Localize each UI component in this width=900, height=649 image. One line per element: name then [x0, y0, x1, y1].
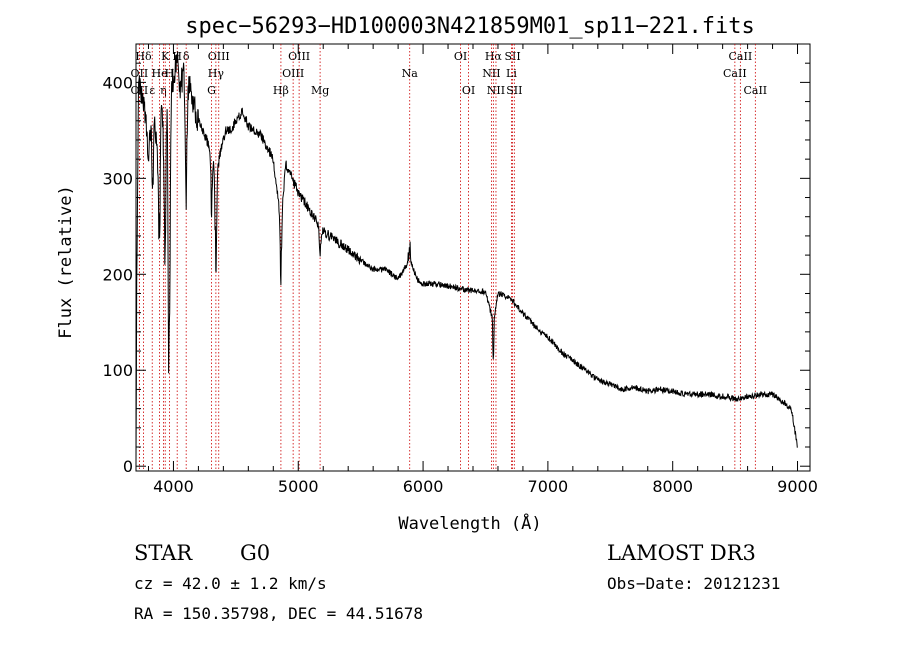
line-label-0: Hδ — [135, 50, 152, 63]
x-tick-label-5000: 5000 — [278, 477, 319, 496]
line-label-14: OIII — [282, 67, 304, 80]
line-label-18: OI — [454, 50, 467, 63]
line-label-5: η — [160, 84, 167, 97]
observation-date: Obs−Date: 20121231 — [607, 574, 780, 593]
line-label-11: Hγ — [208, 67, 225, 80]
line-label-7: H — [165, 67, 175, 80]
x-tick-label-7000: 7000 — [528, 477, 569, 496]
y-tick-label-300: 300 — [102, 169, 133, 188]
spectrum-layer — [135, 51, 798, 462]
line-label-3: ε — [149, 84, 155, 97]
spectrum-line — [135, 51, 798, 462]
line-label-17: Na — [402, 67, 419, 80]
ra-dec-coordinates: RA = 150.35798, DEC = 44.51678 — [134, 604, 423, 623]
object-subclass: G0 — [240, 541, 270, 565]
object-class: STAR — [134, 541, 193, 565]
line-label-26: CaII — [729, 50, 753, 63]
line-label-22: NII — [487, 84, 505, 97]
line-label-23: SII — [504, 50, 520, 63]
line-label-20: Hα — [485, 50, 503, 63]
line-label-13: Hβ — [273, 84, 289, 97]
plot-frame — [135, 43, 811, 472]
line-label-6: K — [161, 50, 170, 63]
x-tick-label-9000: 9000 — [777, 477, 818, 496]
line-label-27: CaII — [723, 67, 747, 80]
y-tick-label-100: 100 — [102, 361, 133, 380]
x-tick-label-8000: 8000 — [652, 477, 693, 496]
line-label-21: NII — [482, 67, 500, 80]
y-tick-label-400: 400 — [102, 73, 133, 92]
line-label-25: SII — [506, 84, 522, 97]
chart-title: spec−56293−HD100003N421859M01_sp11−221.f… — [185, 14, 755, 39]
line-label-10: OIII — [208, 50, 230, 63]
x-axis-label: Wavelength (Å) — [398, 512, 541, 534]
survey-name: LAMOST DR3 — [607, 541, 756, 565]
axis-ticks: 4000 5000 6000 7000 8000 9000 0 100 200 300 400 — [102, 44, 818, 496]
line-label-19: OI — [462, 84, 475, 97]
line-label-9: δ — [183, 50, 190, 63]
x-tick-label-6000: 6000 — [403, 477, 444, 496]
y-tick-label-200: 200 — [102, 265, 133, 284]
line-label-12: G — [207, 84, 216, 97]
line-label-15: OIII — [288, 50, 310, 63]
y-tick-label-0: 0 — [123, 457, 133, 476]
line-label-16: Mg — [311, 84, 329, 97]
redshift-cz: cz = 42.0 ± 1.2 km/s — [134, 574, 327, 593]
line-label-24: Li — [506, 67, 517, 80]
y-axis-label: Flux (relative) — [56, 185, 76, 339]
line-label-28: CaII — [743, 84, 767, 97]
x-tick-label-4000: 4000 — [153, 477, 194, 496]
